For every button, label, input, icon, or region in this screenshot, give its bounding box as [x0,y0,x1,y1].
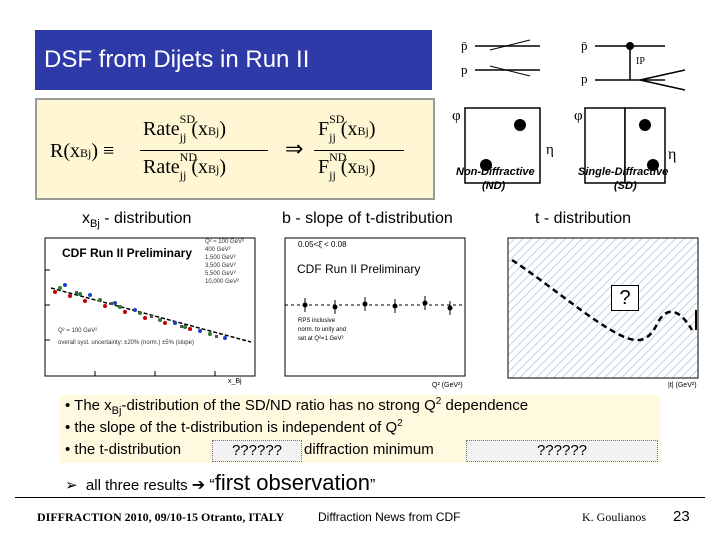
title-bar [35,30,432,90]
sd-pbar-label: p̄ [581,38,588,53]
mid-plot-note2: norm. to unity and [298,327,347,333]
right-plot-xaxis: |t| (GeV²) [668,382,697,389]
formula-denominator: Rate ND jj (xBj) [143,150,227,182]
bullet-2: • the slope of the t-distribution is ind… [65,418,403,436]
formula-lhs: R(xBj) ≡ [50,140,115,162]
fraction-line-rate [140,150,268,151]
conclusion-line: ➢ all three results ➔ “first observation… [65,470,376,495]
slide-number: 23 [673,508,690,525]
pomeron-label: IP [636,56,645,67]
nd-abbr: (ND) [482,180,506,192]
mid-plot-note1: RPS inclusive [298,318,336,324]
sd-eta-label: η [668,146,677,163]
sd-abbr: (SD) [614,180,637,192]
unknown-minimum-marker: ? [611,285,639,311]
bslope-section-head: b - slope of t-distribution [282,210,453,227]
slide-title: DSF from Dijets in Run II [44,46,310,73]
sd-phi-label: φ [574,108,583,124]
nd-phi-label: φ [452,108,461,124]
tdist-section-head: t - distribution [535,210,632,227]
left-plot-note2: overall syst. uncertainty: ±20% (norm.) … [58,340,194,346]
bullet-1: • The xBj-distribution of the SD/ND rati… [65,396,529,417]
footer-conference: DIFFRACTION 2010, 09/10-15 Otranto, ITAL… [37,510,285,524]
diffraction-diagrams [464,39,686,184]
left-plot-xaxis: x_Bj [228,378,242,385]
mid-plot-inset: 0.05<ξ̄ < 0.08 [298,240,347,249]
bslope-plot [265,230,475,400]
nd-eta-phi-box [464,107,541,184]
nd-p-label: p [461,62,468,77]
mid-plot-xaxis: Q² (GeV²) [432,382,463,389]
bullet-3-mid: diffraction minimum [304,441,434,458]
footer-author: K. Goulianos [582,510,646,524]
f-numerator: F SD jj (xBj) [318,112,376,144]
xbj-section-head: xBj - distribution [82,210,192,230]
left-plot-note1: Q² = 100 GeV² [58,328,98,334]
sd-caption: Single-Diffractive [578,166,669,178]
formula-numerator: Rate SD jj (xBj) [143,112,227,144]
fraction-line-f [314,150,404,151]
left-plot-label: CDF Run II Preliminary [62,246,193,260]
bullet-3: • the t-distribution [65,441,182,458]
nd-eta-label: η [546,142,554,158]
f-denominator: F ND jj (xBj) [318,150,376,182]
nd-caption: Non-Diffractive [456,166,535,178]
nd-pbar-label: p̄ [461,38,468,53]
implies-arrow: ⇒ [285,136,304,161]
t-distribution-plot [507,237,699,379]
unknown-box-1: ?????? [212,440,302,462]
xbj-ratio-plot [15,230,265,400]
formula-box [35,98,435,200]
mid-plot-label: CDF Run II Preliminary [297,262,421,276]
footer-separator [15,497,705,498]
mid-plot-note3: set at Q²=1 GeV² [298,336,344,342]
left-plot-legend: Q² ≈ 100 GeV² 400 GeV² 1,500 GeV² 3,500 Ge… [205,239,244,285]
sd-p-label: p [581,71,588,86]
footer-talk-title: Diffraction News from CDF [318,510,461,524]
sd-gap-box [584,107,626,184]
unknown-box-2: ?????? [466,440,658,462]
